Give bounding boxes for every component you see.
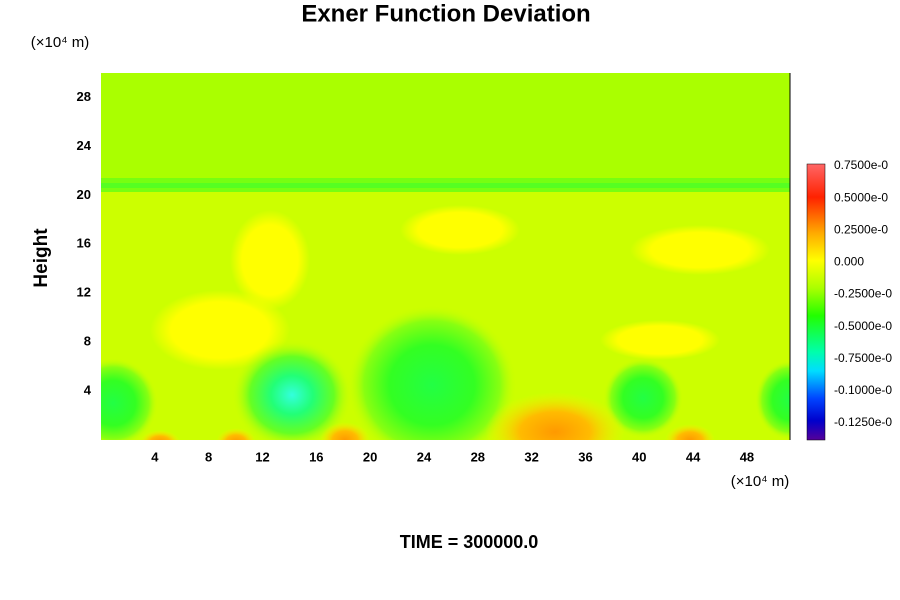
x-tick-label: 28	[471, 449, 485, 464]
caption: TIME = 300000.0	[400, 532, 539, 552]
colorbar-label: -0.7500e-0	[834, 351, 892, 365]
colorbar	[806, 163, 826, 441]
y-tick-label: 28	[77, 89, 91, 104]
x-tick-label: 8	[205, 449, 212, 464]
y-unit: (×10⁴ m)	[31, 34, 90, 51]
y-tick-label: 4	[84, 383, 92, 398]
x-tick-label: 32	[524, 449, 538, 464]
colorbar-label: 0.5000e-0	[834, 190, 888, 204]
x-tick-label: 40	[632, 449, 646, 464]
colorbar-label: -0.1250e-0	[834, 415, 892, 429]
colorbar-label: -0.2500e-0	[834, 287, 892, 301]
x-unit: (×10⁴ m)	[731, 473, 790, 490]
chart-title: Exner Function Deviation	[301, 0, 590, 27]
x-tick-label: 4	[151, 449, 159, 464]
x-tick-label: 44	[686, 449, 701, 464]
y-tick-label: 20	[77, 187, 91, 202]
colorbar-label: 0.000	[834, 255, 864, 269]
y-tick-label: 12	[77, 285, 91, 300]
x-tick-label: 36	[578, 449, 592, 464]
colorbar-label: -0.5000e-0	[834, 319, 892, 333]
y-tick-label: 16	[77, 236, 91, 251]
colorbar-label: 0.7500e-0	[834, 158, 888, 172]
x-tick-label: 12	[255, 449, 269, 464]
colorbar-label: 0.2500e-0	[834, 222, 888, 236]
contour-field	[101, 73, 790, 440]
y-axis-label: Height	[31, 228, 52, 288]
colorbar-label: -0.1000e-0	[834, 383, 892, 397]
x-tick-label: 16	[309, 449, 323, 464]
x-tick-label: 24	[417, 449, 432, 464]
y-tick-label: 24	[77, 138, 92, 153]
x-tick-label: 48	[740, 449, 754, 464]
y-tick-label: 8	[84, 334, 91, 349]
x-tick-label: 20	[363, 449, 377, 464]
